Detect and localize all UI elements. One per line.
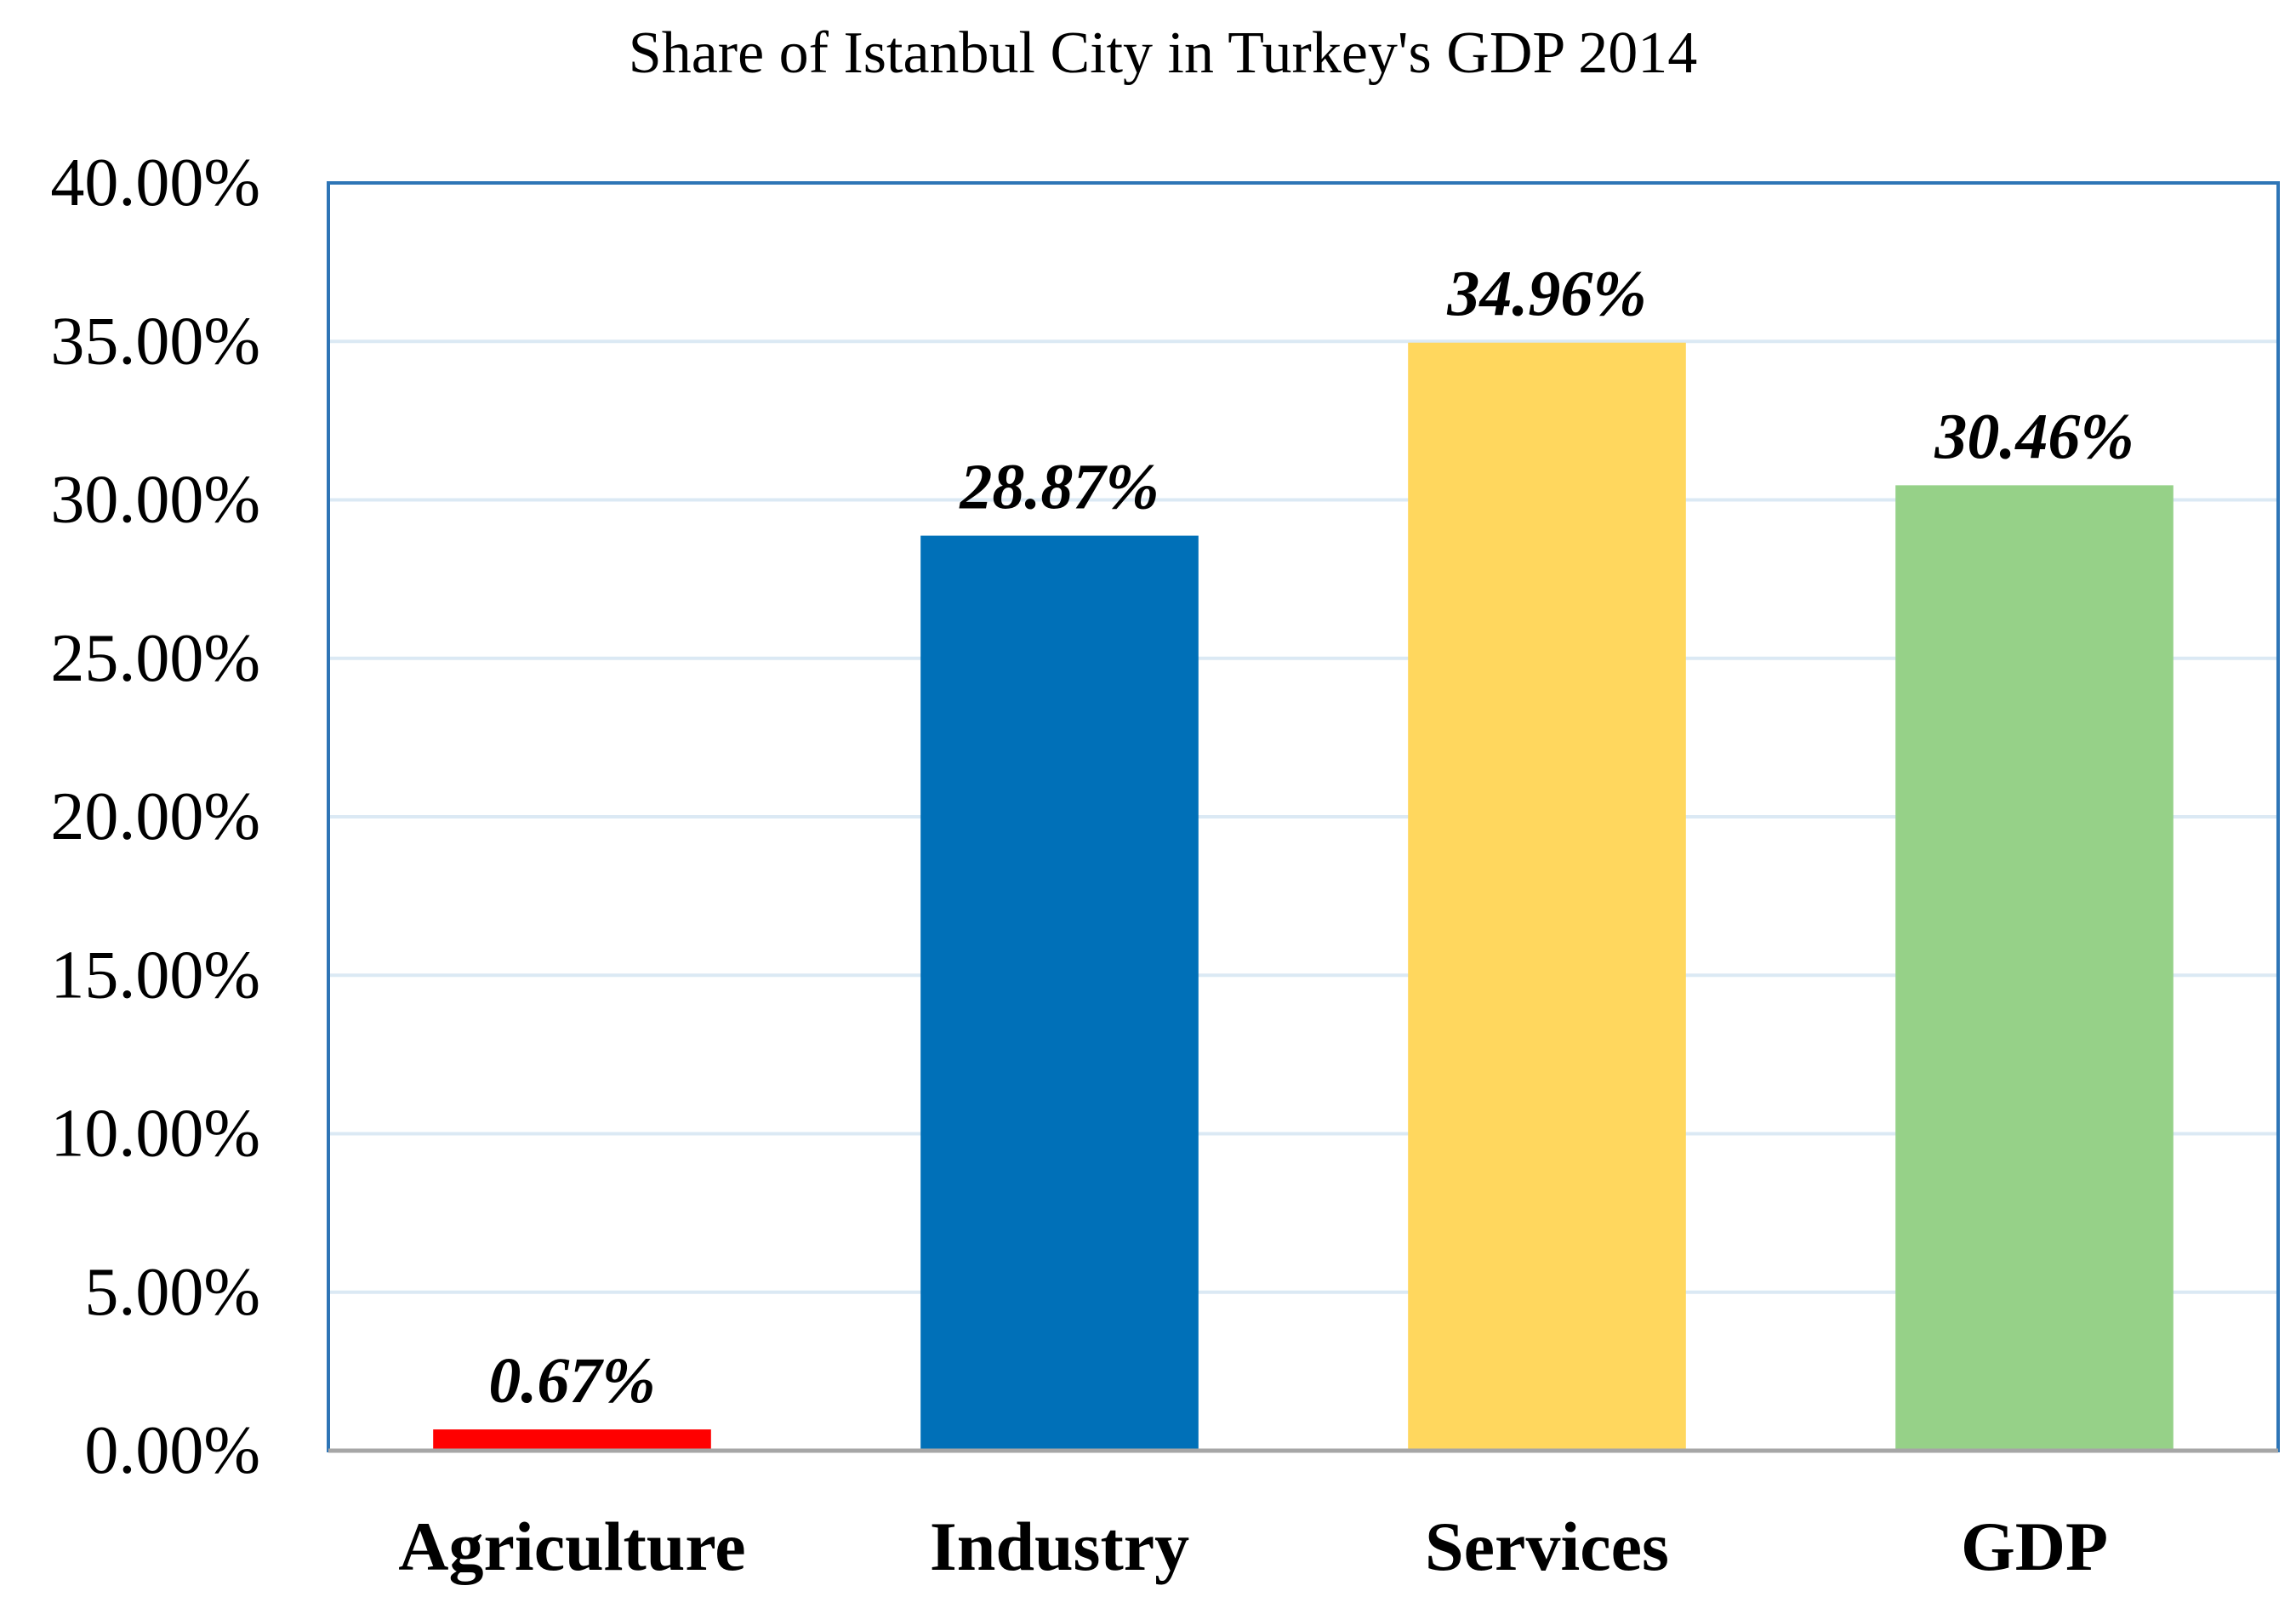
bar-agriculture [433, 1429, 711, 1451]
data-labels: 0.67% 28.87% 34.96% 30.46% [488, 259, 2134, 1417]
x-tick-label: Services [1425, 1508, 1669, 1585]
x-tick-label: Industry [930, 1508, 1189, 1585]
y-tick-label: 30.00% [50, 463, 260, 538]
y-tick-label: 40.00% [50, 145, 260, 220]
bars [433, 342, 2174, 1451]
y-tick-label: 35.00% [50, 304, 260, 379]
bar-services [1408, 342, 1686, 1451]
y-tick-label: 15.00% [50, 938, 260, 1012]
x-tick-label: Agriculture [398, 1508, 745, 1585]
data-label: 34.96% [1446, 259, 1646, 330]
data-label: 28.87% [959, 452, 1159, 523]
axes: 0.00% 5.00% 10.00% 15.00% 20.00% 25.00% 30.00%… [50, 145, 2280, 1585]
data-label: 30.46% [1934, 401, 2134, 472]
data-label: 0.67% [488, 1345, 655, 1417]
y-tick-label: 5.00% [84, 1255, 260, 1330]
y-tick-label: 0.00% [84, 1413, 260, 1488]
bar-gdp [1895, 485, 2174, 1451]
y-tick-label: 20.00% [50, 779, 260, 854]
chart-title: Share of Istanbul City in Turkey's GDP 2… [629, 20, 1697, 86]
x-tick-label: GDP [1961, 1508, 2108, 1585]
y-tick-label: 10.00% [50, 1097, 260, 1172]
gridlines [328, 339, 2278, 1294]
bar-industry [920, 535, 1199, 1451]
y-tick-label: 25.00% [50, 621, 260, 696]
